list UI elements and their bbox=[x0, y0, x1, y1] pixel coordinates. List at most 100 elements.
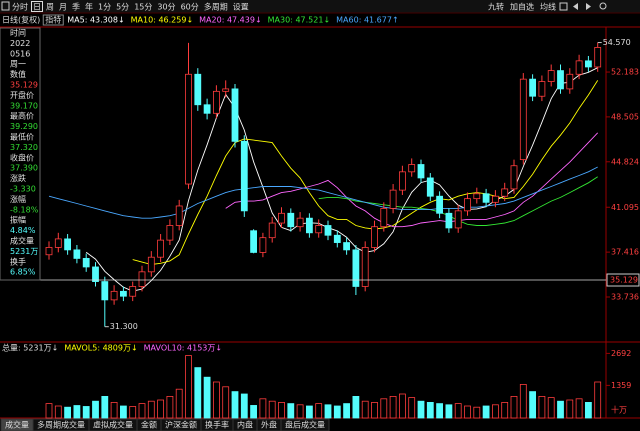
candle-body bbox=[408, 164, 416, 173]
toolbar-item[interactable]: 日 bbox=[33, 3, 41, 12]
candle-body bbox=[157, 239, 165, 258]
icon[interactable] bbox=[559, 2, 568, 11]
info-item: 最高价 bbox=[10, 111, 34, 121]
candle-body bbox=[361, 247, 369, 287]
info-item: 最低价 bbox=[10, 132, 34, 142]
period-label: 日线(复权) bbox=[2, 15, 40, 25]
info-item: 5231万 bbox=[10, 247, 38, 256]
icon[interactable] bbox=[586, 3, 591, 10]
volume-bar bbox=[231, 391, 239, 419]
volume-bar bbox=[417, 400, 425, 419]
tab-label[interactable]: 换手率 bbox=[205, 420, 229, 430]
v-tick-label: 1359 bbox=[611, 381, 631, 390]
info-item: 成交量 bbox=[10, 236, 34, 246]
volume-bar bbox=[82, 406, 90, 419]
toolbar-item[interactable]: 设置 bbox=[233, 2, 249, 12]
volume-bar bbox=[464, 405, 471, 419]
candle-body bbox=[436, 195, 444, 214]
toolbar-item[interactable]: 均线 bbox=[540, 2, 556, 12]
toolbar-item[interactable]: 30分 bbox=[157, 3, 175, 12]
tab-label[interactable]: 外盘 bbox=[261, 420, 277, 430]
v-tick-label: 2692 bbox=[611, 349, 631, 358]
y-tick-label: 33.736 bbox=[611, 293, 639, 302]
info-item: 4.84% bbox=[10, 226, 36, 235]
candle-body bbox=[315, 225, 323, 234]
volume-bar bbox=[110, 401, 118, 419]
ma-legend: MA60: 41.677↑ bbox=[336, 16, 399, 25]
candle-body bbox=[147, 256, 155, 273]
tab-label[interactable]: 内盘 bbox=[237, 420, 253, 430]
tab-label[interactable]: 金额 bbox=[141, 420, 157, 430]
candle-body bbox=[287, 212, 295, 228]
info-item: 收盘价 bbox=[10, 152, 34, 162]
toolbar-item[interactable]: 分时 bbox=[12, 2, 28, 12]
volume-bar bbox=[501, 401, 509, 419]
info-item: 时间 bbox=[10, 28, 26, 38]
volume-bar bbox=[212, 381, 220, 419]
volume-bar bbox=[510, 395, 518, 419]
ma-legend: MA10: 46.259↓ bbox=[131, 16, 194, 25]
volume-bar bbox=[222, 386, 230, 419]
candle-body bbox=[324, 225, 332, 236]
candle-body bbox=[82, 258, 90, 268]
icon[interactable] bbox=[1, 1, 10, 11]
info-panel bbox=[0, 27, 41, 281]
toolbar-item[interactable]: 季 bbox=[72, 2, 80, 12]
toolbar-item[interactable]: 5分 bbox=[116, 3, 129, 12]
toolbar-item[interactable]: 15分 bbox=[134, 3, 152, 12]
toolbar-item[interactable]: 60分 bbox=[181, 3, 199, 12]
toolbar-item[interactable]: 1分 bbox=[98, 3, 111, 12]
icon[interactable] bbox=[573, 3, 578, 10]
candle-body bbox=[575, 60, 583, 75]
volume-header: 总量: 5231万↓ bbox=[2, 343, 58, 353]
candle-body bbox=[259, 237, 267, 253]
candle-body bbox=[519, 78, 527, 161]
candle-body bbox=[464, 198, 471, 212]
volume-bar bbox=[147, 400, 155, 419]
volume-bar bbox=[408, 397, 416, 419]
candle-body bbox=[343, 242, 351, 251]
tab-label[interactable]: 成交量 bbox=[5, 420, 29, 430]
volume-bar bbox=[538, 395, 546, 419]
tab-label[interactable]: 虚拟成交量 bbox=[93, 420, 133, 430]
candle-body bbox=[166, 225, 174, 241]
info-item: 涨幅 bbox=[10, 194, 26, 204]
toolbar-item[interactable]: 九转 bbox=[488, 2, 504, 12]
y-tick-label: 52.183 bbox=[611, 68, 639, 77]
volume-bar bbox=[482, 405, 490, 419]
tab-label[interactable]: 沪深金额 bbox=[165, 420, 197, 430]
info-item: 振幅 bbox=[10, 215, 26, 225]
info-item: 周一 bbox=[10, 60, 26, 69]
toolbar-item[interactable]: 周 bbox=[46, 3, 54, 12]
ma-legend: MA20: 47.439↓ bbox=[199, 16, 262, 25]
toolbar-item[interactable]: 加自选 bbox=[510, 2, 534, 12]
candle-body bbox=[138, 271, 146, 287]
volume-bar bbox=[129, 406, 137, 419]
toolbar-item[interactable]: 月 bbox=[59, 3, 67, 12]
candle-body bbox=[120, 290, 127, 297]
volume-bar bbox=[473, 406, 481, 419]
candle-body bbox=[231, 88, 239, 142]
volume-bar bbox=[389, 395, 397, 419]
tab[interactable] bbox=[280, 418, 330, 431]
toolbar-item[interactable]: 年 bbox=[85, 2, 93, 12]
volume-bar bbox=[436, 403, 444, 419]
tab-label[interactable]: 多周期成交量 bbox=[37, 420, 85, 430]
toolbar bbox=[0, 0, 640, 13]
tab-label[interactable]: 盘后成交量 bbox=[285, 420, 325, 430]
volume-bar bbox=[268, 400, 276, 419]
candle-body bbox=[491, 195, 499, 203]
candle-body bbox=[212, 90, 220, 114]
candle-body bbox=[352, 249, 360, 287]
crosshair-label: 35.129 bbox=[610, 276, 638, 285]
crosshair-label-box bbox=[606, 273, 640, 287]
info-item: 39.290 bbox=[10, 122, 38, 131]
volume-bar bbox=[333, 405, 341, 419]
icon[interactable] bbox=[599, 2, 607, 10]
candle-body bbox=[538, 81, 546, 97]
candle-body bbox=[101, 281, 109, 301]
volume-bar bbox=[287, 403, 295, 419]
volume-bar bbox=[92, 400, 99, 419]
volume-bar bbox=[45, 403, 53, 419]
toolbar-item[interactable]: 多周期 bbox=[204, 2, 228, 12]
